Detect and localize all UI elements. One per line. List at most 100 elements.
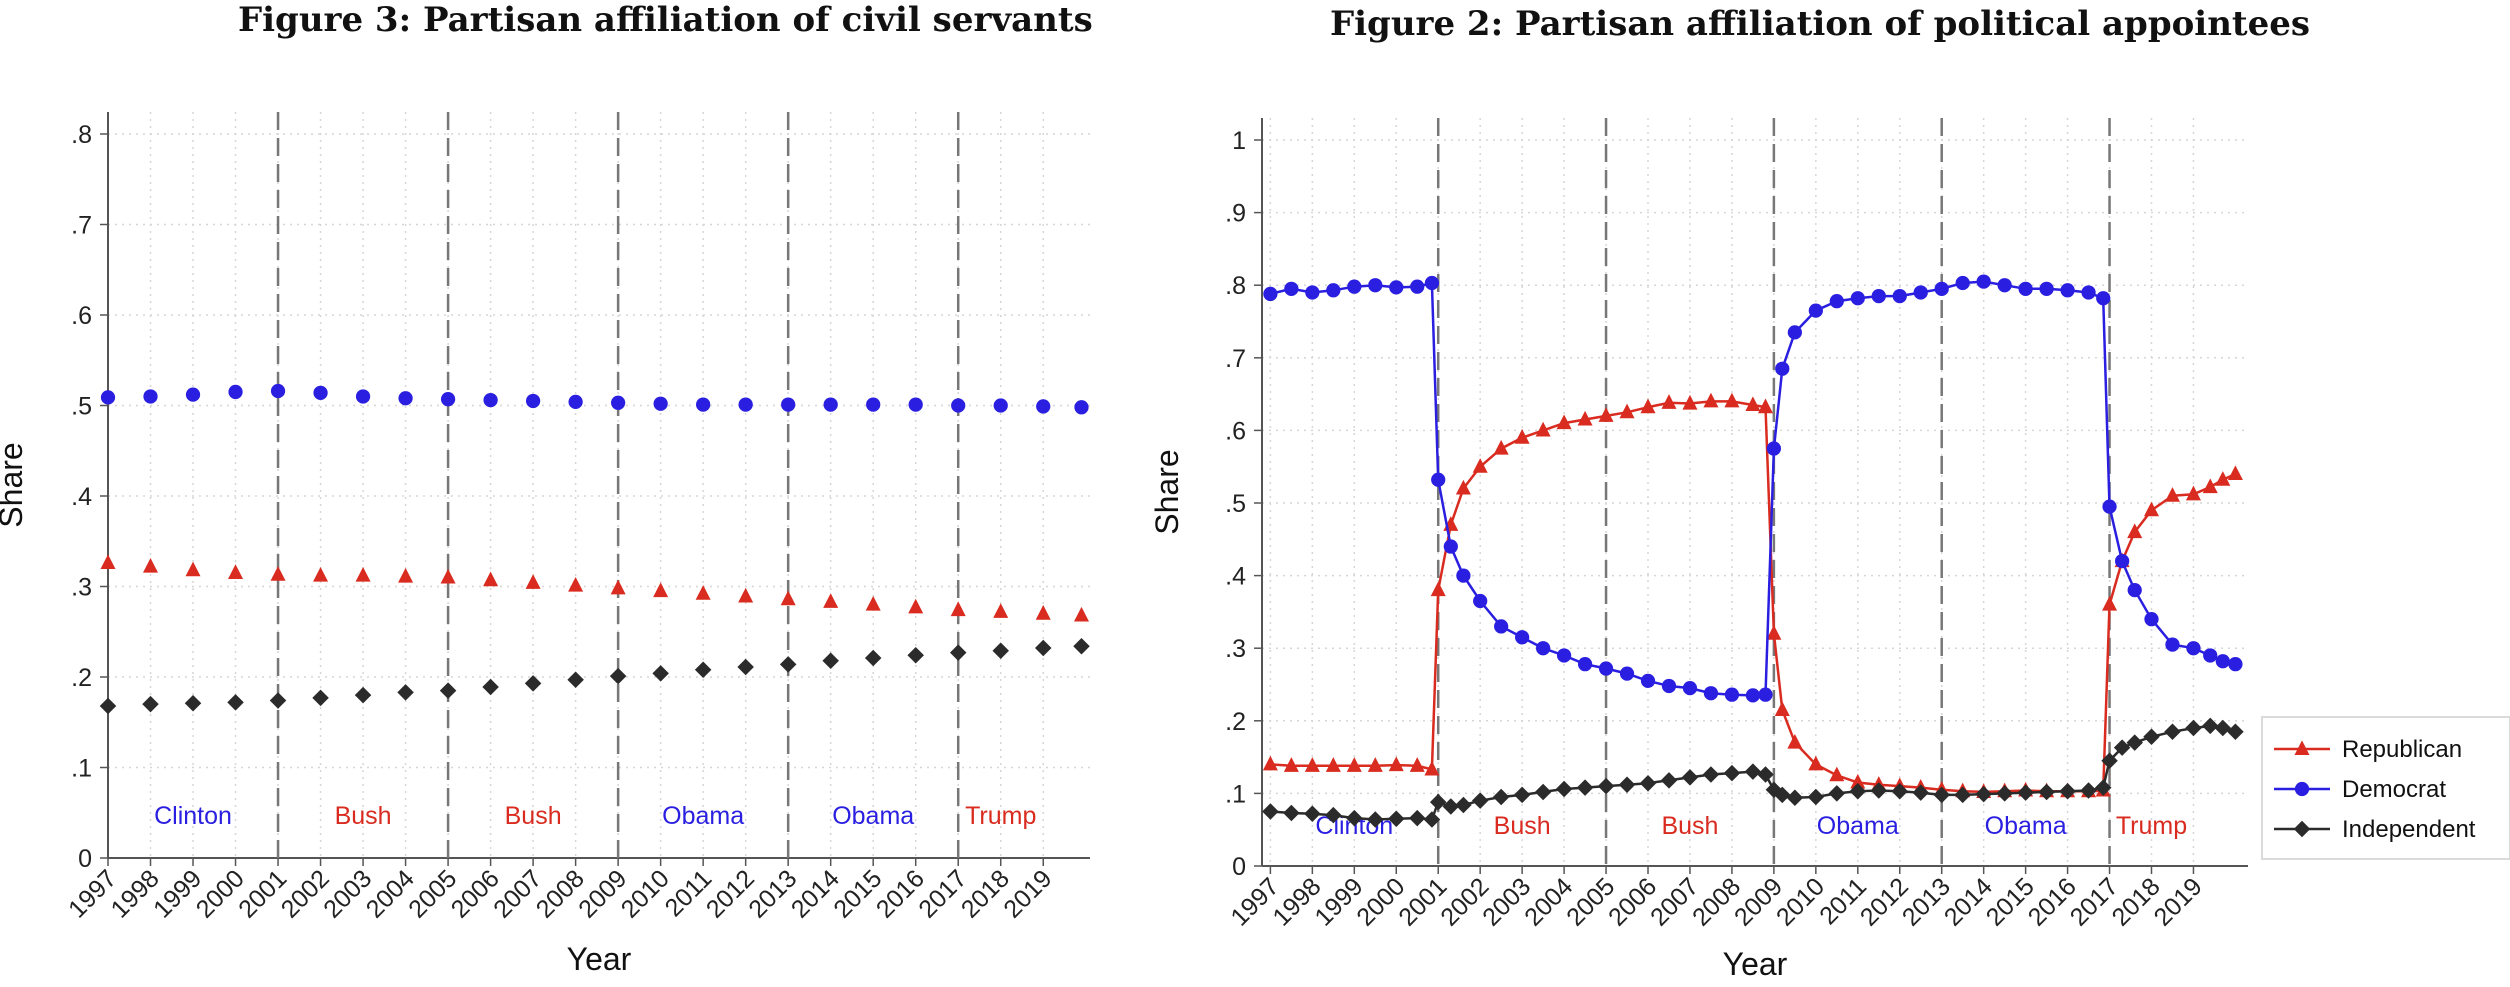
data-point: [1515, 630, 1530, 645]
data-point: [2081, 285, 2096, 300]
data-point: [949, 644, 967, 661]
series-independent: [99, 637, 1090, 715]
president-label: Bush: [335, 802, 392, 830]
data-point: [1850, 291, 1865, 306]
data-point: [1996, 785, 2013, 802]
data-point: [1744, 763, 1762, 780]
data-point: [610, 579, 626, 595]
y-tick-label: 1: [1232, 127, 1246, 155]
president-label: Trump: [2116, 812, 2187, 840]
data-point: [312, 689, 329, 707]
data-point: [2227, 465, 2243, 480]
data-point: [99, 697, 117, 715]
data-point: [2018, 281, 2033, 296]
data-point: [1513, 786, 1531, 804]
x-tick-label: 2014: [786, 864, 845, 923]
legend-marker: [2293, 820, 2311, 838]
data-point: [866, 397, 881, 412]
data-point: [1492, 788, 1510, 806]
x-tick-label: 2004: [361, 864, 420, 923]
x-tick-label: 1998: [1267, 872, 1326, 931]
x-tick-label: 2003: [1477, 872, 1536, 931]
data-point: [2214, 719, 2232, 737]
data-point: [1723, 764, 1741, 782]
data-point: [1456, 568, 1471, 583]
data-point: [482, 678, 499, 696]
data-point: [1073, 637, 1090, 655]
data-point: [1555, 780, 1573, 798]
y-tick-label: .4: [71, 483, 92, 511]
data-point: [2203, 648, 2218, 663]
data-point: [1787, 325, 1802, 340]
data-point: [652, 665, 669, 682]
x-tick-label: 2009: [573, 864, 632, 923]
data-point: [1619, 403, 1635, 419]
data-point: [1472, 458, 1488, 473]
data-point: [696, 397, 711, 412]
data-point: [398, 391, 413, 406]
civil-chart: 0.1.2.3.4.5.6.7.819971998199920002001200…: [0, 112, 1090, 977]
data-point: [355, 389, 371, 404]
data-point: [1766, 441, 1782, 456]
data-point: [1660, 772, 1678, 789]
data-point: [1661, 394, 1677, 409]
president-label: Obama: [662, 802, 744, 830]
data-point: [1429, 793, 1447, 811]
series-republican: [1262, 392, 2243, 798]
data-point: [1808, 303, 1823, 318]
data-point: [1758, 687, 1773, 702]
data-point: [1535, 421, 1551, 437]
data-point: [1423, 811, 1441, 828]
data-point: [2101, 752, 2118, 769]
x-tick-label: 2019: [998, 864, 1057, 923]
data-point: [227, 694, 244, 711]
x-tick-label: 2017: [2065, 872, 2124, 931]
data-point: [1682, 394, 1698, 410]
data-point: [1870, 782, 1888, 799]
data-point: [354, 686, 372, 704]
data-point: [2127, 523, 2143, 539]
data-point: [951, 398, 966, 413]
data-point: [100, 554, 116, 570]
data-point: [2164, 487, 2180, 502]
data-point: [269, 692, 287, 709]
y-tick-label: .3: [1225, 635, 1246, 663]
y-tick-label: 0: [78, 845, 92, 873]
data-point: [1618, 776, 1636, 793]
x-tick-label: 1998: [106, 864, 165, 923]
data-point: [1074, 400, 1089, 415]
legend-label: Republican: [2342, 736, 2462, 763]
x-tick-label: 2005: [403, 864, 462, 923]
data-point: [1703, 686, 1719, 701]
data-point: [2039, 281, 2054, 296]
y-tick-label: .9: [1225, 200, 1246, 228]
data-point: [1325, 806, 1342, 824]
x-tick-label: 2018: [956, 864, 1015, 923]
data-point: [397, 684, 414, 701]
data-point: [1442, 798, 1460, 815]
legend-item-independent: Independent: [2274, 816, 2476, 843]
data-point: [1976, 274, 1991, 289]
data-point: [1849, 782, 1867, 800]
data-point: [2186, 641, 2201, 656]
data-point: [1262, 803, 1279, 820]
data-point: [1325, 757, 1341, 772]
president-label: Obama: [832, 802, 914, 830]
data-point: [440, 568, 456, 584]
data-point: [992, 642, 1009, 660]
data-point: [2102, 596, 2118, 611]
data-point: [1471, 792, 1489, 809]
x-tick-label: 2016: [2023, 872, 2082, 931]
y-tick-label: .7: [1225, 345, 1246, 373]
data-point: [143, 557, 159, 573]
x-tick-label: 2016: [871, 864, 930, 923]
data-point: [2185, 485, 2201, 501]
figure-2-title: Figure 2: Partisan affiliation of politi…: [1330, 4, 2311, 44]
data-point: [313, 385, 328, 400]
data-point: [1954, 786, 1971, 804]
data-point: [695, 585, 711, 600]
data-point: [1263, 286, 1278, 302]
data-point: [1535, 641, 1551, 656]
data-point: [1389, 280, 1404, 295]
data-point: [1443, 539, 1458, 554]
